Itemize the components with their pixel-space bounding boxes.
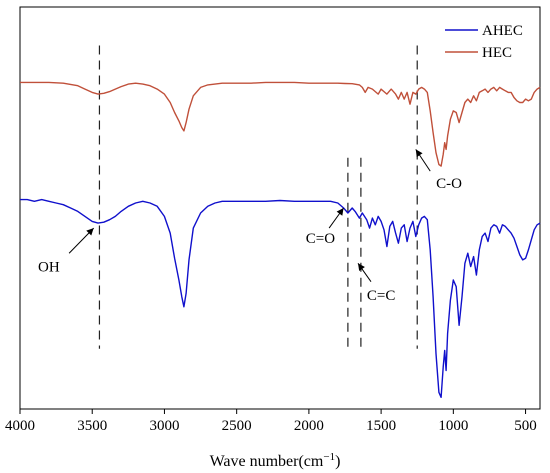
legend-label-ahec: AHEC (482, 23, 523, 39)
x-tick-label: 4000 (5, 418, 35, 434)
x-tick-label: 1500 (366, 418, 396, 434)
x-axis-title-main: Wave number(cm (210, 453, 324, 470)
annotation-label-OH: OH (38, 260, 60, 276)
annotation-arrowhead-C=O (336, 208, 344, 216)
x-axis-title-close: ) (335, 453, 340, 470)
annotation-label-C=C: C=C (367, 288, 395, 304)
x-tick-label: 1000 (438, 418, 468, 434)
plot-frame (19, 6, 541, 410)
x-tick-label: 3500 (77, 418, 107, 434)
legend: AHEC HEC (445, 23, 523, 61)
annotation-arrowhead-C=C (358, 263, 365, 272)
x-tick-label: 3000 (149, 418, 179, 434)
x-tick-label: 500 (514, 418, 537, 434)
series-line-hec (20, 81, 541, 167)
annotations: OH C=O C=C C-O (38, 149, 462, 304)
x-axis-title-superscript: −1 (323, 451, 335, 463)
legend-label-hec: HEC (482, 45, 512, 61)
annotation-arrowhead-C-O (415, 149, 423, 158)
series-layer (20, 81, 541, 398)
x-tick-label: 2500 (222, 418, 252, 434)
x-axis-title: Wave number(cm−1) (210, 451, 341, 470)
series-line-ahec (20, 198, 541, 398)
reference-lines (98, 45, 418, 349)
annotation-label-C-O: C-O (436, 176, 462, 192)
annotation-label-C=O: C=O (306, 231, 335, 247)
x-tick-label: 2000 (294, 418, 324, 434)
x-axis-ticks: 4000 3500 3000 2500 2000 1500 1000 500 (5, 409, 537, 434)
annotation-arrowhead-OH (86, 228, 94, 236)
